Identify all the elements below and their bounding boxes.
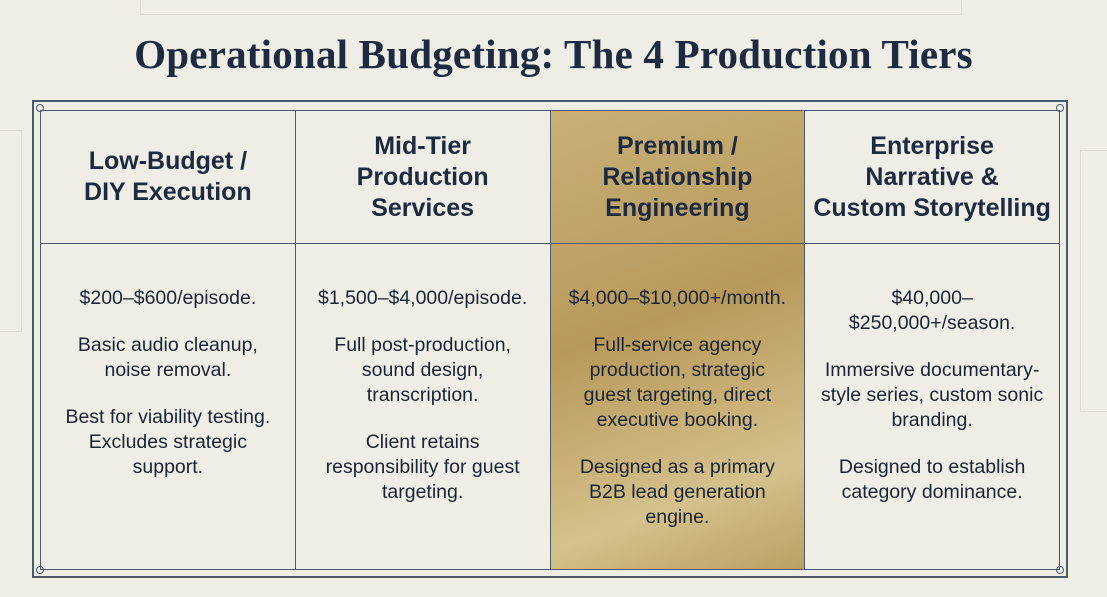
tier-body: $200–$600/episode. Basic audio cleanup, n…: [41, 244, 295, 569]
bolt: [1056, 566, 1064, 574]
header-line: Engineering: [605, 193, 750, 222]
bolt: [1056, 104, 1064, 112]
tier-description: Client retains responsibility for guest …: [325, 431, 520, 503]
tier-description: Full post-production, sound design, tran…: [334, 334, 511, 406]
background-line: [1080, 150, 1107, 412]
background-line: [140, 0, 962, 15]
header-line: Low-Budget /: [88, 147, 248, 175]
header-line: Premium /: [616, 131, 738, 160]
header-line: Production: [356, 162, 489, 191]
tier-column: Mid-Tier Production Services $1,500–$4,000/…: [295, 111, 551, 569]
tier-column: Low-Budget / DIY Execution $200–$600/episo…: [41, 111, 296, 569]
tier-body: $1,500–$4,000/episode. Full post-producti…: [296, 244, 550, 569]
header-line: Services: [371, 193, 475, 222]
tier-description: Basic audio cleanup, noise removal.: [77, 334, 258, 381]
header-line: Custom Storytelling: [813, 193, 1051, 222]
tier-header: Premium / Relationship Engineering: [550, 111, 805, 244]
tier-price: $4,000–$10,000+/month.: [568, 287, 787, 309]
tier-description: Best for viability testing. Excludes str…: [65, 406, 271, 478]
header-line: Mid-Tier: [374, 131, 471, 160]
background-line: [0, 130, 22, 332]
header-line: Narrative &: [865, 162, 999, 191]
header-line: Enterprise: [870, 131, 994, 160]
tier-description: Designed to establish category dominance…: [838, 456, 1026, 503]
tier-price: $40,000–$250,000+/season.: [848, 287, 1016, 334]
tier-description: Full-service agency production, strategi…: [583, 334, 772, 431]
tier-body: $40,000–$250,000+/season. Immersive docum…: [805, 244, 1059, 569]
title: Operational Budgeting: The 4 Production …: [134, 31, 973, 77]
tier-price: $1,500–$4,000/episode.: [317, 287, 528, 309]
tier-table: Low-Budget / DIY Execution $200–$600/episo…: [40, 110, 1060, 570]
header-line: Relationship: [602, 162, 753, 191]
tier-description: Immersive documentary-style series, cust…: [821, 359, 1044, 431]
tier-column: Premium / Relationship Engineering $4,000–$…: [550, 111, 806, 569]
tier-description: Designed as a primary B2B lead generatio…: [579, 456, 775, 528]
tier-price: $200–$600/episode.: [79, 287, 257, 309]
frame: [32, 100, 1068, 578]
tier-column: Enterprise Narrative & Custom Storytelling…: [805, 111, 1059, 569]
header-line: DIY Execution: [84, 178, 252, 206]
tier-header: Enterprise Narrative & Custom Storytelling: [805, 111, 1059, 244]
tier-body: $4,000–$10,000+/month. Full-service agenc…: [551, 244, 805, 569]
tier-header: Low-Budget / DIY Execution: [41, 111, 295, 244]
tier-header: Mid-Tier Production Services: [295, 111, 550, 244]
